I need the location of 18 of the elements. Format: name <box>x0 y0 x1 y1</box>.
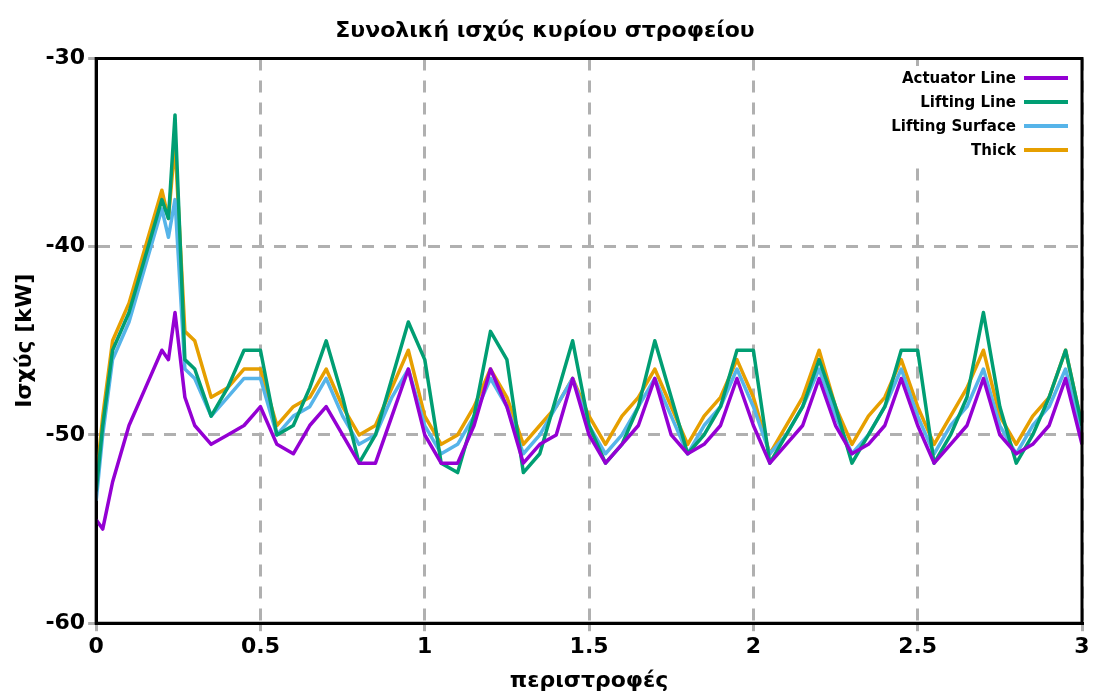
x-tick-label: 1.5 <box>569 633 609 659</box>
legend-label: Actuator Line <box>901 69 1016 88</box>
legend-label: Lifting Surface <box>891 117 1016 136</box>
y-tick-label: -50 <box>45 420 86 446</box>
legend-label: Thick <box>971 141 1016 160</box>
chart-title: Συνολική ισχύς κυρίου στροφείου <box>335 16 755 42</box>
x-tick-label: 1 <box>417 633 433 659</box>
x-tick-label: 2.5 <box>898 633 938 659</box>
y-tick-label: -30 <box>45 44 86 70</box>
y-axis-title: Ισχύς [kW] <box>10 273 36 408</box>
x-tick-label: 3 <box>1074 633 1090 659</box>
legend-label: Lifting Line <box>920 93 1016 112</box>
y-tick-label: -40 <box>45 232 86 258</box>
x-tick-label: 0.5 <box>240 633 280 659</box>
y-tick-label: -60 <box>45 608 86 634</box>
x-tick-label: 0 <box>88 633 104 659</box>
x-tick-label: 2 <box>745 633 762 659</box>
x-axis-title: περιστροφές <box>509 666 669 692</box>
